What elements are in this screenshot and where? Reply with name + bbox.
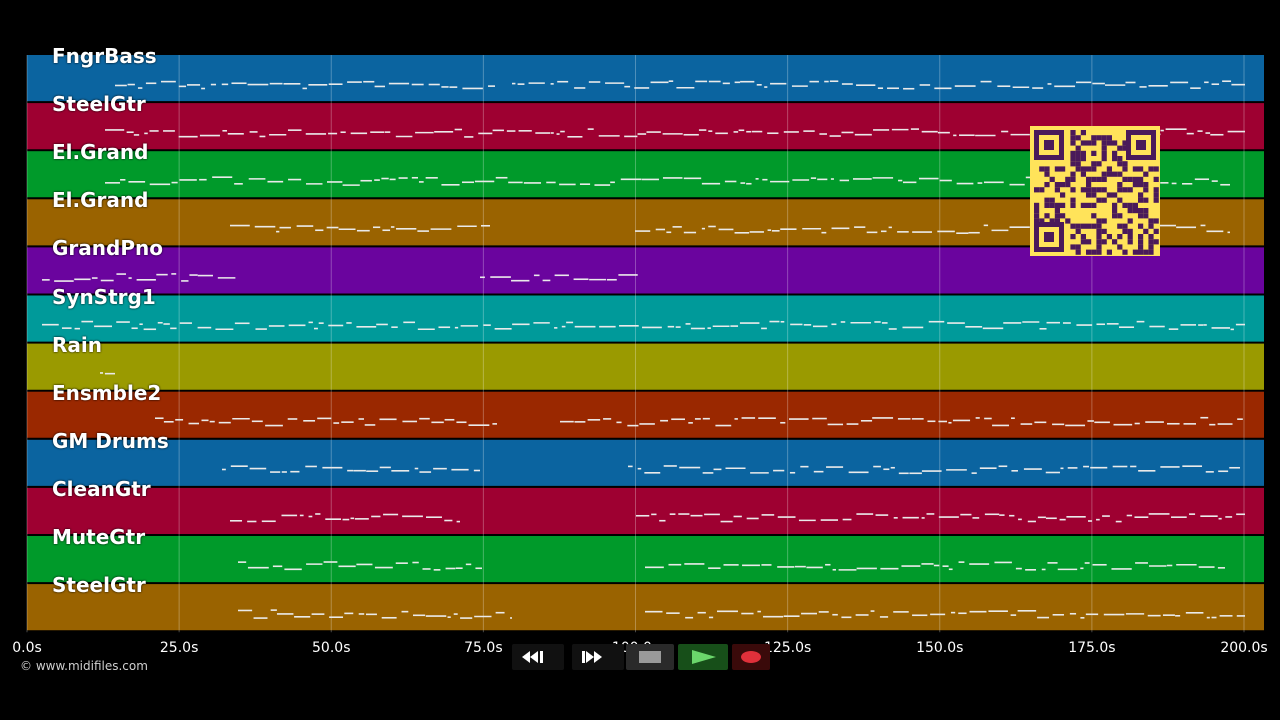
- time-tick-label: 175.0s: [1068, 640, 1116, 656]
- track-name: El.Grand: [52, 188, 149, 213]
- stop-button[interactable]: [626, 644, 674, 670]
- time-tick-label: 200.0s: [1220, 640, 1268, 656]
- record-button[interactable]: [732, 644, 770, 670]
- qr-code-icon: [1030, 126, 1160, 256]
- track-lane: [27, 584, 1264, 632]
- stop-icon: [639, 651, 661, 663]
- track-name: Ensmble2: [52, 380, 162, 405]
- copyright-text: © www.midifiles.com: [20, 659, 148, 673]
- track-lane: [27, 55, 1264, 103]
- track-lane: [27, 439, 1264, 487]
- time-tick-label: 0.0s: [12, 640, 42, 656]
- track-lane: [27, 487, 1264, 535]
- time-tick-label: 25.0s: [159, 640, 199, 656]
- track-name: MuteGtr: [52, 525, 146, 549]
- track-lane: [27, 295, 1264, 343]
- time-tick-label: 150.0s: [916, 640, 964, 656]
- track-name: GM Drums: [52, 428, 169, 453]
- time-tick-label: 50.0s: [312, 640, 351, 656]
- track-name: GrandPno: [52, 236, 163, 261]
- play-button[interactable]: [678, 644, 728, 670]
- track-name: SteelGtr: [52, 92, 146, 117]
- track-name: FngrBass: [52, 44, 157, 68]
- time-tick-label: 75.0s: [464, 640, 503, 656]
- track-lane: [27, 391, 1264, 439]
- track-lane: [27, 536, 1264, 584]
- time-tick-label: 125.0s: [763, 640, 812, 656]
- track-name: CleanGtr: [52, 476, 151, 501]
- track-name: SynStrg1: [52, 284, 156, 309]
- play-icon: [692, 650, 716, 664]
- track-name: Rain: [52, 332, 102, 357]
- fast-forward-icon: [582, 651, 602, 663]
- qr-code-pattern: [1034, 130, 1159, 255]
- rewind-icon: [522, 651, 543, 663]
- track-lane: [27, 343, 1264, 391]
- fast-forward-button[interactable]: [572, 644, 624, 670]
- track-name: El.Grand: [52, 140, 149, 165]
- transport-controls: [512, 644, 770, 670]
- rewind-button[interactable]: [512, 644, 564, 670]
- track-name: SteelGtr: [52, 573, 146, 598]
- record-icon: [741, 651, 761, 663]
